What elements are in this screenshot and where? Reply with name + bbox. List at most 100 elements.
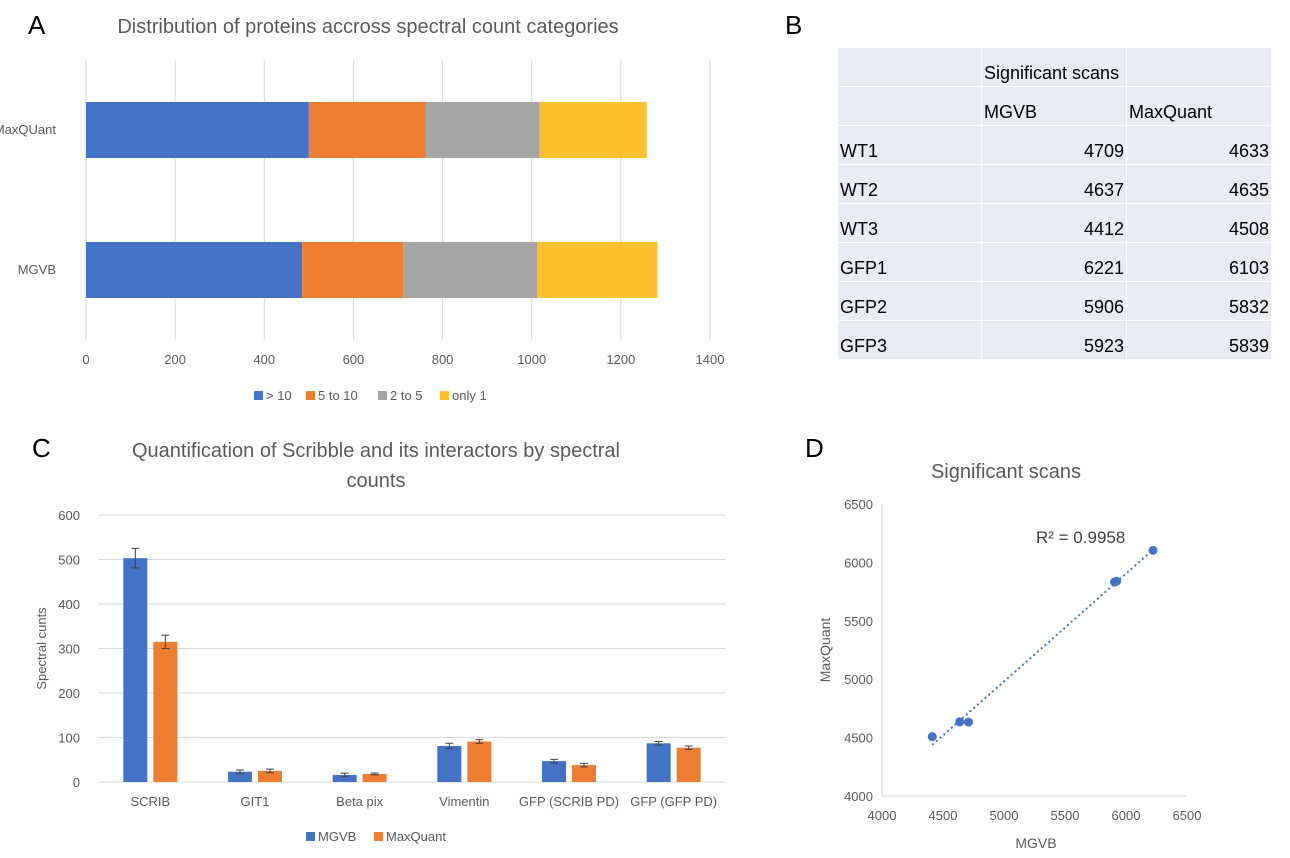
chart-c-category-label: SCRIB — [130, 794, 170, 809]
chart-d-xtick-label: 4500 — [929, 808, 958, 823]
table-b-cell: 5839 — [1126, 320, 1272, 360]
chart-c-ytick-label: 600 — [58, 508, 80, 523]
panel-label-d: D — [805, 433, 824, 463]
chart-a-bar-segment — [403, 242, 538, 298]
chart-a-xtick-label: 0 — [82, 352, 89, 367]
table-b-cell: Significant scans — [981, 48, 1127, 87]
table-b-cell: 4637 — [981, 164, 1127, 204]
chart-a-xtick-label: 600 — [343, 352, 365, 367]
table-b-cell: GFP2 — [838, 281, 982, 321]
chart-a-xtick-label: 200 — [164, 352, 186, 367]
chart-a-xtick-label: 1400 — [696, 352, 725, 367]
chart-c-bar — [572, 765, 596, 782]
chart-d-ytick-label: 6500 — [844, 497, 873, 512]
chart-a-legend-swatch — [440, 391, 449, 400]
chart-a-bar-segment — [537, 242, 658, 298]
chart-a-legend-swatch — [254, 391, 263, 400]
chart-c-scribble-quantification: Quantification of Scribble and its inter… — [34, 440, 726, 844]
chart-a-bar-segment — [539, 102, 647, 158]
table-b-row: GFP3 5923 5839 — [838, 320, 1272, 360]
table-b-cell: 5906 — [981, 281, 1127, 321]
table-b-row: GFP1 6221 6103 — [838, 242, 1272, 282]
table-b-cell: 6103 — [1126, 242, 1272, 282]
chart-d-point — [927, 732, 937, 742]
table-b-row: GFP2 5906 5832 — [838, 281, 1272, 321]
chart-d-title: Significant scans — [931, 461, 1081, 483]
table-b-cell: WT1 — [838, 125, 982, 165]
chart-c-ytick-label: 300 — [58, 642, 80, 657]
chart-a-legend-swatch — [378, 391, 387, 400]
chart-c-legend-swatch — [374, 832, 383, 841]
chart-c-title-line: Quantification of Scribble and its inter… — [132, 440, 620, 462]
chart-a-legend-label: 2 to 5 — [390, 388, 423, 403]
chart-a-xtick-label: 400 — [253, 352, 275, 367]
chart-d-ytick-label: 5000 — [844, 672, 873, 687]
chart-c-ytick-label: 100 — [58, 731, 80, 746]
table-b-cell: GFP1 — [838, 242, 982, 282]
table-b-cell: 4508 — [1126, 203, 1272, 243]
chart-c-title-line: counts — [347, 470, 406, 492]
table-b-cell: 4633 — [1126, 125, 1272, 165]
chart-d-ytick-label: 5500 — [844, 614, 873, 629]
chart-c-ytick-label: 500 — [58, 553, 80, 568]
chart-c-legend-label: MGVB — [318, 829, 356, 844]
chart-c-bar — [437, 745, 462, 782]
chart-d-point — [955, 717, 965, 727]
chart-a-bar-segment — [86, 102, 309, 158]
chart-a-bar-segment — [308, 102, 427, 158]
chart-c-bar — [646, 743, 671, 782]
chart-c-ytick-label: 200 — [58, 686, 80, 701]
chart-a-bar-segment — [302, 242, 404, 298]
table-b-cell: 4412 — [981, 203, 1127, 243]
chart-a-xtick-label: 1200 — [606, 352, 635, 367]
table-b-cell: MaxQuant — [1126, 86, 1272, 126]
chart-c-bar — [362, 773, 387, 782]
chart-a-legend-swatch — [306, 391, 315, 400]
chart-d-xtick-label: 6500 — [1173, 808, 1202, 823]
table-b-cell — [838, 86, 982, 126]
chart-c-bar — [542, 761, 566, 782]
chart-a-legend-label: > 10 — [266, 388, 292, 403]
table-b-cell: WT3 — [838, 203, 982, 243]
table-b-row: Significant scans — [838, 48, 1272, 87]
chart-c-bar — [153, 641, 178, 782]
chart-d-ytick-label: 4500 — [844, 731, 873, 746]
chart-c-bar — [228, 771, 252, 782]
chart-d-x-axis-title: MGVB — [1015, 835, 1056, 851]
chart-d-xtick-label: 4000 — [868, 808, 897, 823]
chart-c-category-label: Vimentin — [439, 794, 489, 809]
chart-c-bar — [467, 741, 492, 782]
chart-d-r-squared-label: R² = 0.9958 — [1036, 528, 1125, 547]
chart-a-category-label: MGVB — [18, 262, 56, 277]
table-b-row: WT3 4412 4508 — [838, 203, 1272, 243]
table-b-cell: 4635 — [1126, 164, 1272, 204]
table-b-cell: MGVB — [981, 86, 1127, 126]
chart-a-title: Distribution of proteins accross spectra… — [117, 16, 618, 38]
chart-a-legend-label: only 1 — [452, 388, 487, 403]
chart-c-bar — [332, 774, 357, 782]
chart-c-bar — [123, 558, 148, 782]
chart-c-ytick-label: 0 — [73, 775, 80, 790]
chart-a-xtick-label: 1000 — [517, 352, 546, 367]
panel-label-a: A — [28, 10, 46, 40]
chart-d-point — [963, 717, 973, 727]
chart-d-ytick-label: 4000 — [844, 789, 873, 804]
chart-a-bar-segment — [426, 102, 540, 158]
chart-a-category-label: MaxQUant — [0, 122, 56, 137]
chart-c-category-label: GIT1 — [241, 794, 270, 809]
table-b-cell: 5923 — [981, 320, 1127, 360]
chart-d-xtick-label: 5500 — [1051, 808, 1080, 823]
chart-d-xtick-label: 6000 — [1112, 808, 1141, 823]
table-b-cell: 4709 — [981, 125, 1127, 165]
chart-a-legend-label: 5 to 10 — [318, 388, 358, 403]
table-b-significant-scans: Significant scans MGVB MaxQuant WT1 4709 4633… — [838, 48, 1272, 360]
chart-c-category-label: GFP (SCRIB PD) — [519, 794, 619, 809]
table-b-row: WT1 4709 4633 — [838, 125, 1272, 165]
panel-label-c: C — [32, 433, 51, 463]
table-b-cell: GFP3 — [838, 320, 982, 360]
table-b-cell: WT2 — [838, 164, 982, 204]
table-b-row: WT2 4637 4635 — [838, 164, 1272, 204]
chart-d-significant-scans-scatter: Significant scans 4000 4500 5000 5500 6000 650… — [817, 461, 1202, 851]
panel-label-b: B — [785, 10, 803, 40]
chart-d-point — [1112, 576, 1122, 586]
